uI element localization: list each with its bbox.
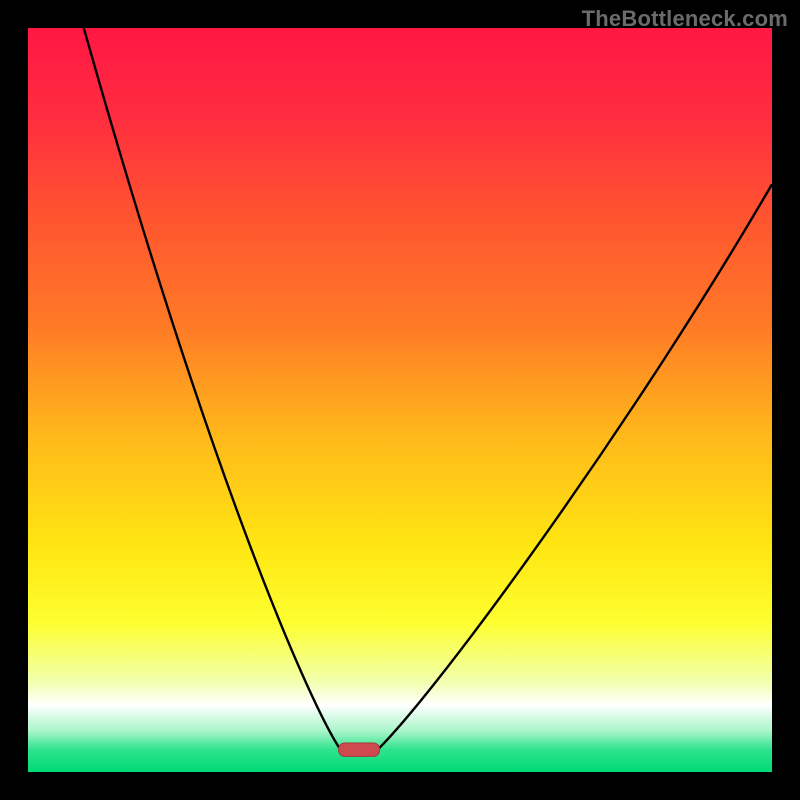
chart-container: TheBottleneck.com [0, 0, 800, 800]
optimum-marker [339, 743, 380, 756]
bottleneck-chart [0, 0, 800, 800]
watermark-text: TheBottleneck.com [582, 6, 788, 32]
plot-gradient-background [28, 28, 772, 772]
